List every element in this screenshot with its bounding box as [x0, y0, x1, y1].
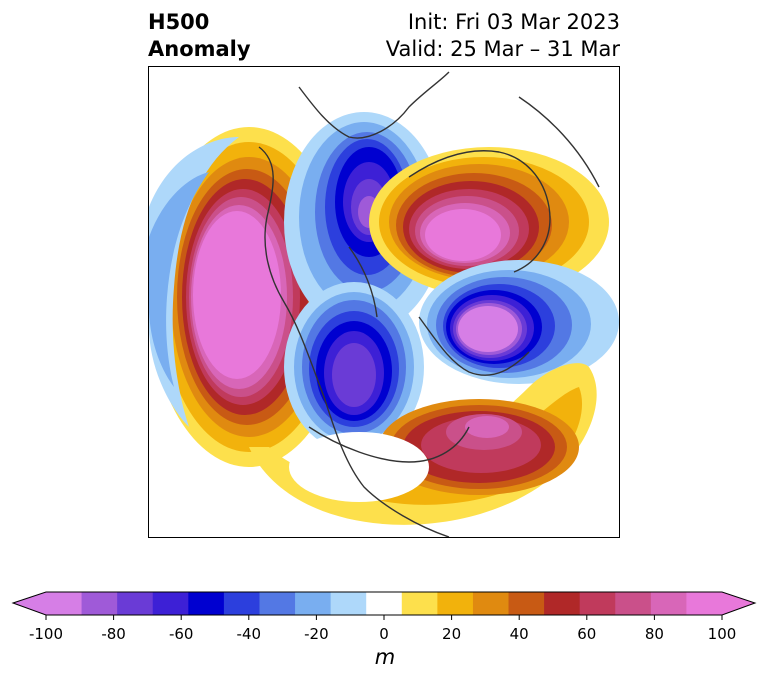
colorbar-extend-high — [722, 592, 755, 615]
colorbar-tick-label: -20 — [304, 625, 329, 643]
colorbar-extend-low — [13, 592, 46, 615]
title-init-date: Init: Fri 03 Mar 2023 — [407, 10, 620, 34]
colorbar-cell — [579, 592, 616, 615]
colorbar-cell — [437, 592, 474, 615]
colorbar-tick-label: 80 — [645, 625, 664, 643]
neutral-zone — [289, 432, 429, 502]
trough-far-west — [149, 137, 239, 427]
colorbar-cell — [508, 592, 545, 615]
trough-east — [419, 260, 619, 384]
colorbar-cell — [259, 592, 296, 615]
colorbar-cell — [81, 592, 118, 615]
coastlines — [258, 71, 600, 537]
colorbar-tick-label: 40 — [510, 625, 529, 643]
ridge-west-pacific — [149, 127, 349, 467]
colorbar-tick-label: 0 — [379, 625, 389, 643]
anomaly-map — [148, 66, 620, 538]
colorbar-cell — [330, 592, 367, 615]
title-field: Anomaly — [148, 37, 251, 61]
colorbar-cell — [366, 592, 403, 615]
colorbar-cell — [686, 592, 723, 615]
colorbar-cells — [46, 592, 723, 615]
colorbar-cell — [152, 592, 189, 615]
colorbar-tick-label: -40 — [237, 625, 262, 643]
title-valid-range: Valid: 25 Mar – 31 Mar — [385, 37, 620, 61]
colorbar-tick-label: -100 — [29, 625, 63, 643]
colorbar-cell — [544, 592, 581, 615]
colorbar-tick-label: 100 — [708, 625, 737, 643]
colorbar-tick-label: 20 — [442, 625, 461, 643]
colorbar-ticks: -100 -80 -60 -40 -20 0 20 40 60 80 100 — [29, 615, 736, 643]
ridge-north — [369, 147, 609, 297]
colorbar-cell — [401, 592, 438, 615]
colorbar: -100 -80 -60 -40 -20 0 20 40 60 80 100 — [11, 591, 757, 643]
title-variable: H500 — [148, 10, 210, 34]
colorbar-cell — [117, 592, 154, 615]
colorbar-cell — [223, 592, 260, 615]
colorbar-cell — [650, 592, 687, 615]
map-title-right: Init: Fri 03 Mar 2023 Valid: 25 Mar – 31… — [386, 9, 620, 63]
colorbar-cell — [46, 592, 83, 615]
colorbar-tick-label: -60 — [169, 625, 194, 643]
map-canvas — [149, 71, 619, 537]
trough-central — [284, 282, 424, 452]
colorbar-cell — [188, 592, 225, 615]
colorbar-tick-label: 60 — [577, 625, 596, 643]
colorbar-unit: m — [374, 645, 396, 669]
colorbar-tick-label: -80 — [101, 625, 126, 643]
colorbar-cell — [615, 592, 652, 615]
colorbar-cell — [472, 592, 510, 615]
colorbar-cell — [295, 592, 332, 615]
map-title-left: H500 Anomaly — [148, 9, 251, 63]
